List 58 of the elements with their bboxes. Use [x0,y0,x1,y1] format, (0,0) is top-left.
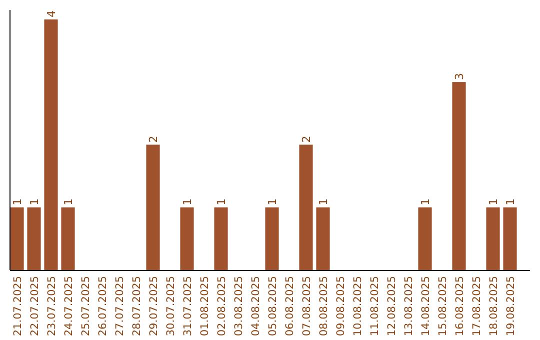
x-tick-label: 03.08.2025 [233,276,245,336]
bar [486,207,500,270]
data-label: 2 [300,136,313,143]
data-label: 1 [215,198,228,206]
x-tick-label: 15.08.2025 [437,276,449,336]
x-tick-label: 12.08.2025 [386,276,398,336]
x-tick-label: 18.08.2025 [488,276,500,336]
x-tick-label: 07.08.2025 [301,276,313,336]
data-label: 1 [11,198,24,206]
x-tick-label: 13.08.2025 [403,276,415,336]
data-label: 1 [62,198,75,206]
bar [265,207,279,270]
x-tick-label: 21.07.2025 [12,276,24,336]
x-tick-label: 23.07.2025 [46,276,58,336]
x-tick-label: 25.07.2025 [80,276,92,336]
x-tick-label: 14.08.2025 [420,276,432,336]
data-label: 1 [28,198,41,206]
x-tick-label: 10.08.2025 [352,276,364,336]
x-tick-label: 06.08.2025 [284,276,296,336]
data-label: 1 [419,198,432,206]
bar [316,207,330,270]
bar [418,207,432,270]
x-tick-label: 08.08.2025 [318,276,330,336]
bar [299,144,313,270]
x-tick-label: 09.08.2025 [335,276,347,336]
x-tick-label: 17.08.2025 [471,276,483,336]
bar [10,207,24,270]
bar [44,19,58,270]
x-tick-label: 11.08.2025 [369,276,381,336]
bar [27,207,41,270]
x-tick-label: 26.07.2025 [97,276,109,336]
bar [214,207,228,270]
data-label: 1 [504,198,517,206]
x-tick-label: 31.07.2025 [182,276,194,336]
bar [146,144,160,270]
bar [180,207,194,270]
bar [61,207,75,270]
x-tick-label: 28.07.2025 [131,276,143,336]
x-tick-label: 27.07.2025 [114,276,126,336]
x-tick-label: 05.08.2025 [267,276,279,336]
data-label: 1 [487,198,500,206]
data-label: 1 [266,198,279,206]
x-tick-label: 04.08.2025 [250,276,262,336]
x-tick-label: 16.08.2025 [454,276,466,336]
bar [452,82,466,270]
x-tick-label: 02.08.2025 [216,276,228,336]
x-tick-label: 01.08.2025 [199,276,211,336]
x-tick-label: 19.08.2025 [505,276,517,336]
x-tick-label: 24.07.2025 [63,276,75,336]
bar [503,207,517,270]
data-label: 1 [181,198,194,206]
x-tick-label: 22.07.2025 [29,276,41,336]
data-label: 2 [147,136,160,143]
data-label: 4 [45,10,58,18]
x-tick-label: 29.07.2025 [148,276,160,336]
x-tick-label: 30.07.2025 [165,276,177,336]
data-label: 3 [453,73,466,80]
data-label: 1 [317,198,330,206]
